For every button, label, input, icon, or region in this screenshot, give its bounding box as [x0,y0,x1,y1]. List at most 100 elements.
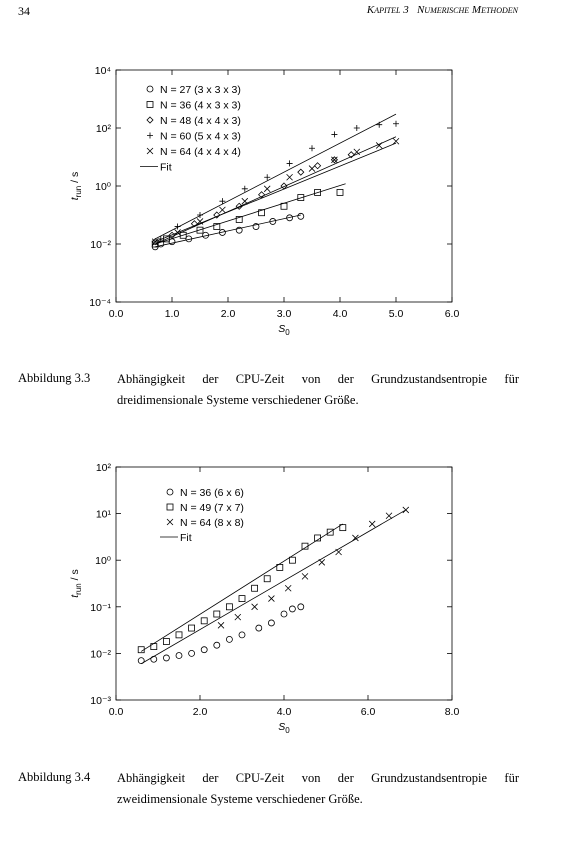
caption-text: Abhängigkeit der CPU-Zeit von der Grundz… [117,372,519,407]
point [213,223,221,230]
point [151,238,159,246]
x-tick-label: 5.0 [389,308,404,320]
x-tick-label: 8.0 [445,706,460,718]
point [196,226,204,234]
point [336,189,344,196]
legend-marker [146,85,154,93]
legend-label: N = 27 (3 x 3 x 3) [160,84,241,96]
point [276,564,284,571]
point [286,160,293,167]
point [258,191,266,199]
point [218,229,226,236]
point [190,220,198,228]
point [200,617,208,625]
point [219,198,226,205]
legend-marker [146,147,154,155]
legend-marker [166,503,174,511]
point [375,142,383,149]
y-axis-label-sub: run [74,186,83,198]
point [238,631,246,639]
point [241,197,249,205]
point [297,194,305,201]
point [286,214,294,222]
fit-line [140,509,407,665]
y-tick-label: 10² [96,462,112,474]
legend-label: Fit [160,162,172,174]
y-tick-label: 10⁴ [95,65,111,77]
x-axis-label-main: S [278,721,285,733]
point [137,646,145,654]
point [286,173,293,181]
caption-label: Abbildung 3.4 [18,770,91,784]
point [339,524,347,532]
point [255,624,263,632]
point [197,212,203,218]
legend-label: N = 60 (5 x 4 x 3) [160,131,241,143]
legend-label: Fit [180,532,192,544]
y-tick-label: 10¹ [96,509,112,521]
point [162,654,170,662]
x-axis-label-main: S [278,323,285,335]
y-axis-label-unit: / s [69,172,81,186]
legend-label: N = 48 (4 x 4 x 3) [160,115,241,127]
point [174,229,181,236]
point [288,556,296,564]
chart: 0.0 2.0 4.0 6.0 8.0 10⁻³ 10⁻² 10⁻¹ 10⁰ 10¹ 10² S0 tr… [69,462,459,735]
point [213,641,221,649]
point [185,235,193,243]
point [301,542,309,550]
point [284,584,292,592]
point [263,185,271,193]
point [353,125,360,131]
y-axis-label-main: t [69,196,81,200]
x-tick-label: 6.0 [361,706,376,718]
point [241,185,248,192]
x-tick-label: 4.0 [333,308,348,320]
point [251,584,259,592]
point [175,631,183,639]
point [402,506,410,514]
fit-line [155,183,346,245]
point [202,231,210,239]
plot-frame [115,466,453,701]
point [335,548,342,556]
legend-label: N = 36 (4 x 3 x 3) [160,100,241,112]
point [309,145,315,152]
x-tick-label: 1.0 [165,308,180,320]
point [151,240,159,248]
point [175,652,183,659]
point [235,216,243,223]
point [376,121,383,128]
x-tick-label: 0.0 [109,308,124,320]
y-axis-label-main: t [69,594,81,598]
point [280,182,288,190]
x-tick-label: 2.0 [193,706,208,718]
x-tick-label: 4.0 [277,706,292,718]
point [252,223,260,230]
page-number: 34 [18,4,30,18]
point [174,223,181,230]
fit-line [155,113,397,240]
point [151,238,159,245]
x-tick-label: 6.0 [445,308,460,320]
point [234,613,242,621]
point [352,534,359,542]
point [157,235,164,242]
point [188,624,196,632]
legend-label: N = 49 (7 x 7) [180,502,244,514]
point [168,231,176,239]
point [235,226,243,234]
point [267,619,275,627]
point [235,202,243,210]
y-axis-label-unit: / s [69,569,81,583]
point [280,610,288,618]
point [213,211,221,219]
point [297,212,305,220]
point [331,156,338,164]
x-tick-label: 0.0 [109,706,124,718]
point [393,120,399,127]
point [196,218,204,225]
y-tick-label: 10⁻⁴ [89,297,111,309]
x-tick-label: 2.0 [221,308,236,320]
chart: 0.0 1.0 2.0 3.0 4.0 5.0 6.0 10⁻⁴ 10⁻² 10⁰ 10² 10⁴ S0… [69,65,459,337]
